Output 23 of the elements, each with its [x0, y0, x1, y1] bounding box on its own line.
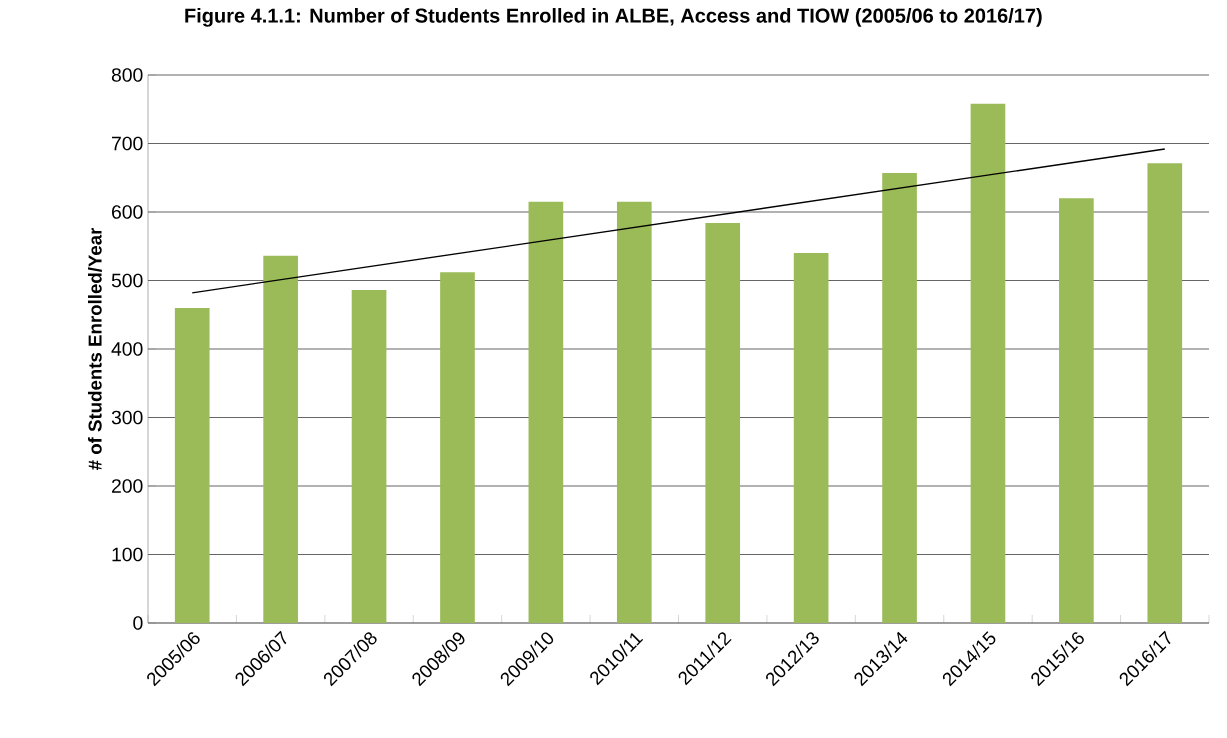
bar: [705, 222, 741, 623]
bar: [440, 272, 475, 623]
bar: [1059, 198, 1094, 623]
y-tick-label: 0: [133, 616, 143, 630]
bar: [793, 253, 829, 623]
bar: [174, 307, 210, 623]
bar: [351, 290, 387, 623]
y-tick-label: 300: [111, 410, 143, 425]
y-tick-label: 600: [112, 205, 143, 219]
bar: [1147, 163, 1183, 623]
bar: [528, 201, 564, 623]
bar: [263, 255, 298, 623]
bar: [616, 201, 652, 623]
y-tick-label: 700: [112, 136, 143, 151]
y-tick-label: 200: [112, 479, 143, 493]
bar: [970, 103, 1006, 623]
y-tick-label: 400: [111, 342, 143, 356]
y-tick-label: 500: [111, 273, 143, 288]
y-tick-label: 800: [111, 68, 143, 82]
y-tick-label: 100: [112, 547, 143, 562]
y-axis-title: # of Students Enrolled/Year: [87, 227, 102, 471]
bar: [882, 172, 917, 623]
chart-title: Figure 4.1.1: Number of Students Enrolled in ALBE, Access and TIOW (2005/06 to 2016/17): [185, 8, 1042, 27]
